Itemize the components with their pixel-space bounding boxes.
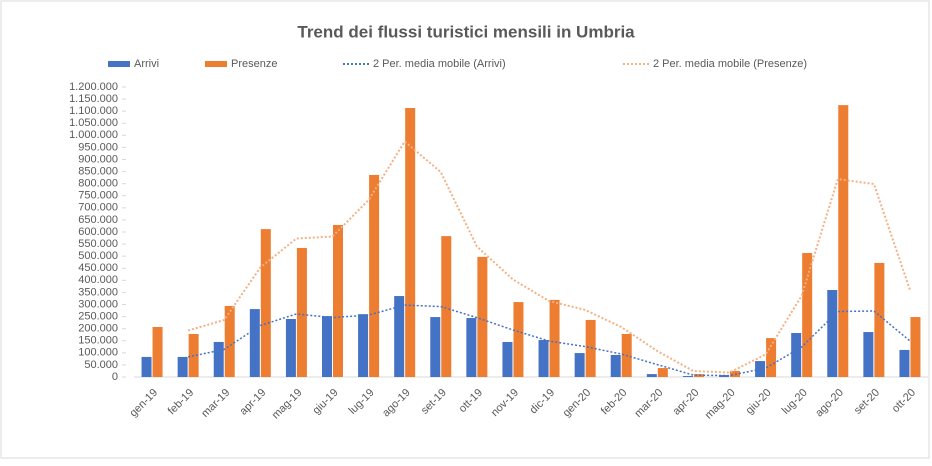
bar <box>874 262 885 377</box>
legend-label: 2 Per. media mobile (Arrivi) <box>373 58 506 70</box>
moving-average-line <box>187 139 911 374</box>
y-tick-label: 650.000 <box>78 214 118 226</box>
y-tick-label: 950.000 <box>78 141 118 153</box>
bar <box>466 318 477 377</box>
bar <box>574 353 585 377</box>
bar <box>322 316 332 377</box>
y-tick-label: 400.000 <box>78 274 118 286</box>
y-tick-label: 1.000.000 <box>69 129 118 141</box>
legend-swatch <box>108 61 130 67</box>
bar <box>296 247 307 377</box>
bar <box>213 341 224 377</box>
bar <box>610 355 621 377</box>
bar <box>513 302 524 377</box>
bar <box>910 317 921 377</box>
y-tick-label: 1.050.000 <box>69 117 118 129</box>
legend-swatch <box>205 61 227 67</box>
bar <box>141 356 152 377</box>
y-tick-label: 1.150.000 <box>69 93 118 105</box>
bar <box>899 349 910 377</box>
y-tick-label: 850.000 <box>78 165 118 177</box>
y-tick-label: 1.200.000 <box>69 81 118 93</box>
bar <box>441 236 452 377</box>
bar <box>358 314 369 377</box>
bar <box>477 256 488 377</box>
y-tick-label: 1.100.000 <box>69 105 118 117</box>
y-tick-label: 900.000 <box>78 153 118 165</box>
bar <box>224 305 235 377</box>
bar <box>802 253 813 377</box>
y-tick-label: 700.000 <box>78 202 118 214</box>
y-tick-label: 0 <box>112 371 118 383</box>
bar <box>333 224 343 377</box>
bar <box>827 290 838 377</box>
bar <box>177 356 188 377</box>
y-tick-label: 200.000 <box>78 323 118 335</box>
legend-label: Presenze <box>231 58 277 70</box>
bar <box>430 317 441 377</box>
bar <box>693 374 704 377</box>
bar <box>791 333 802 377</box>
y-tick-label: 350.000 <box>78 286 118 298</box>
bar <box>152 326 163 377</box>
bar <box>585 319 596 377</box>
y-tick-label: 250.000 <box>78 310 118 322</box>
bar <box>405 108 416 378</box>
bar <box>249 309 260 377</box>
bar <box>657 368 668 377</box>
y-tick-label: 150.000 <box>78 335 118 347</box>
chart-title: Trend dei flussi turistici mensili in Um… <box>297 22 635 41</box>
bar <box>682 376 693 377</box>
bar <box>538 340 549 377</box>
y-tick-label: 300.000 <box>78 298 118 310</box>
bar <box>646 374 657 377</box>
bar <box>260 229 271 377</box>
moving-average-line <box>187 304 911 377</box>
bar <box>549 299 560 377</box>
bar <box>394 296 405 377</box>
legend-label: Arrivi <box>134 58 159 70</box>
y-tick-label: 50.000 <box>84 359 118 371</box>
legend-label: 2 Per. media mobile (Presenze) <box>653 58 807 70</box>
y-tick-label: 600.000 <box>78 226 118 238</box>
bar <box>502 341 513 377</box>
y-tick-label: 800.000 <box>78 178 118 190</box>
y-tick-label: 500.000 <box>78 250 118 262</box>
bar <box>766 338 777 377</box>
bar <box>285 319 296 377</box>
bar <box>838 105 849 377</box>
y-tick-label: 550.000 <box>78 238 118 250</box>
bar <box>369 174 380 377</box>
y-tick-label: 450.000 <box>78 262 118 274</box>
y-tick-label: 100.000 <box>78 347 118 359</box>
bar <box>863 332 874 377</box>
y-tick-label: 750.000 <box>78 190 118 202</box>
